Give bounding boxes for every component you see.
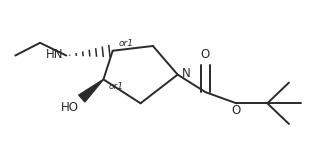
Text: O: O — [232, 104, 241, 117]
Text: HN: HN — [46, 48, 64, 61]
Text: O: O — [201, 48, 210, 61]
Polygon shape — [79, 79, 104, 102]
Text: or1: or1 — [118, 39, 133, 48]
Text: HO: HO — [61, 101, 79, 114]
Text: or1: or1 — [109, 82, 124, 91]
Text: N: N — [182, 67, 190, 80]
